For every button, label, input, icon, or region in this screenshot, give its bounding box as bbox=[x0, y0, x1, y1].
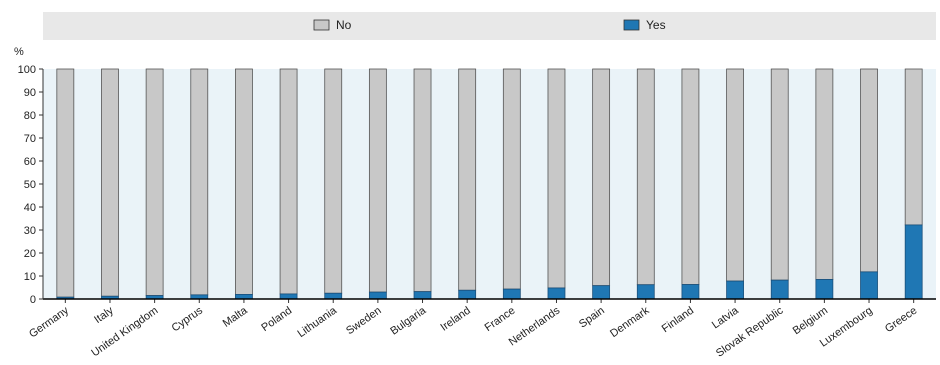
bar-no-ireland bbox=[458, 68, 477, 291]
x-tick-label-finland: Finland bbox=[660, 305, 696, 336]
legend-swatch-no bbox=[313, 19, 330, 31]
bar-no-sweden bbox=[368, 68, 387, 293]
y-tick-label: 100 bbox=[18, 64, 36, 76]
y-tick-label: 10 bbox=[24, 271, 36, 283]
y-tick-label: 30 bbox=[24, 225, 36, 237]
y-tick-label: 50 bbox=[24, 179, 36, 191]
x-tick-label-poland: Poland bbox=[259, 305, 294, 334]
x-tick-label-greece: Greece bbox=[883, 305, 919, 336]
x-tick-label-france: France bbox=[483, 305, 518, 334]
legend: No Yes bbox=[313, 18, 666, 32]
bar-no-bulgaria bbox=[413, 68, 432, 293]
bar-no-cyprus bbox=[190, 68, 209, 296]
bar-yes-greece bbox=[904, 224, 923, 300]
bar-no-germany bbox=[56, 68, 75, 298]
y-tick-label: 90 bbox=[24, 87, 36, 99]
bar-yes-belgium bbox=[815, 279, 834, 300]
x-tick-label-cyprus: Cyprus bbox=[170, 304, 206, 334]
plot-background bbox=[43, 69, 936, 299]
bar-no-greece bbox=[904, 68, 923, 226]
x-tick-label-belgium: Belgium bbox=[791, 305, 830, 338]
legend-label-yes: Yes bbox=[646, 18, 666, 32]
x-tick-label-bulgaria: Bulgaria bbox=[388, 304, 429, 337]
bar-no-united-kingdom bbox=[145, 68, 164, 296]
bar-no-luxembourg bbox=[860, 68, 878, 273]
y-tick-label: 0 bbox=[30, 294, 36, 306]
y-tick-label: 70 bbox=[24, 133, 36, 145]
x-tick-label-ireland: Ireland bbox=[438, 305, 472, 334]
x-tick-label-italy: Italy bbox=[92, 304, 116, 326]
legend-swatch-yes bbox=[623, 19, 640, 31]
bar-no-latvia bbox=[726, 68, 744, 282]
x-tick-label-malta: Malta bbox=[221, 304, 251, 330]
bar-yes-latvia bbox=[726, 280, 744, 300]
bar-yes-poland bbox=[279, 293, 298, 300]
bar-yes-slovak-republic bbox=[770, 279, 789, 300]
bar-yes-denmark bbox=[636, 284, 655, 300]
y-axis-label: % bbox=[14, 46, 24, 58]
x-tick-label-germany: Germany bbox=[27, 304, 71, 340]
y-tick-label: 80 bbox=[24, 110, 36, 122]
bar-yes-bulgaria bbox=[413, 291, 432, 300]
x-tick-label-spain: Spain bbox=[577, 305, 607, 331]
x-tick-label-denmark: Denmark bbox=[608, 304, 652, 340]
y-tick-label: 40 bbox=[24, 202, 36, 214]
bar-no-italy bbox=[101, 68, 119, 297]
bar-no-france bbox=[502, 68, 521, 290]
bar-yes-lithuania bbox=[324, 292, 343, 300]
bar-yes-ireland bbox=[458, 289, 477, 300]
legend-label-no: No bbox=[336, 18, 352, 32]
bar-no-denmark bbox=[636, 68, 655, 286]
bar-yes-finland bbox=[681, 284, 700, 300]
bar-yes-france bbox=[502, 288, 521, 300]
bar-no-malta bbox=[235, 68, 253, 295]
y-tick-label: 20 bbox=[24, 248, 36, 260]
bar-yes-luxembourg bbox=[860, 271, 878, 300]
bar-no-lithuania bbox=[324, 68, 343, 294]
bar-no-poland bbox=[279, 68, 298, 295]
legend-box bbox=[43, 12, 936, 40]
x-tick-label-latvia: Latvia bbox=[710, 304, 742, 331]
y-tick-label: 60 bbox=[24, 156, 36, 168]
bar-yes-sweden bbox=[368, 291, 387, 300]
bar-yes-spain bbox=[592, 285, 611, 300]
bar-no-finland bbox=[681, 68, 700, 285]
x-tick-label-sweden: Sweden bbox=[344, 305, 383, 338]
bar-no-spain bbox=[592, 68, 611, 287]
x-tick-label-lithuania: Lithuania bbox=[295, 304, 339, 340]
bar-no-belgium bbox=[815, 68, 834, 280]
bar-yes-netherlands bbox=[547, 287, 566, 300]
bar-no-slovak-republic bbox=[770, 68, 789, 281]
bar-no-netherlands bbox=[547, 68, 566, 289]
